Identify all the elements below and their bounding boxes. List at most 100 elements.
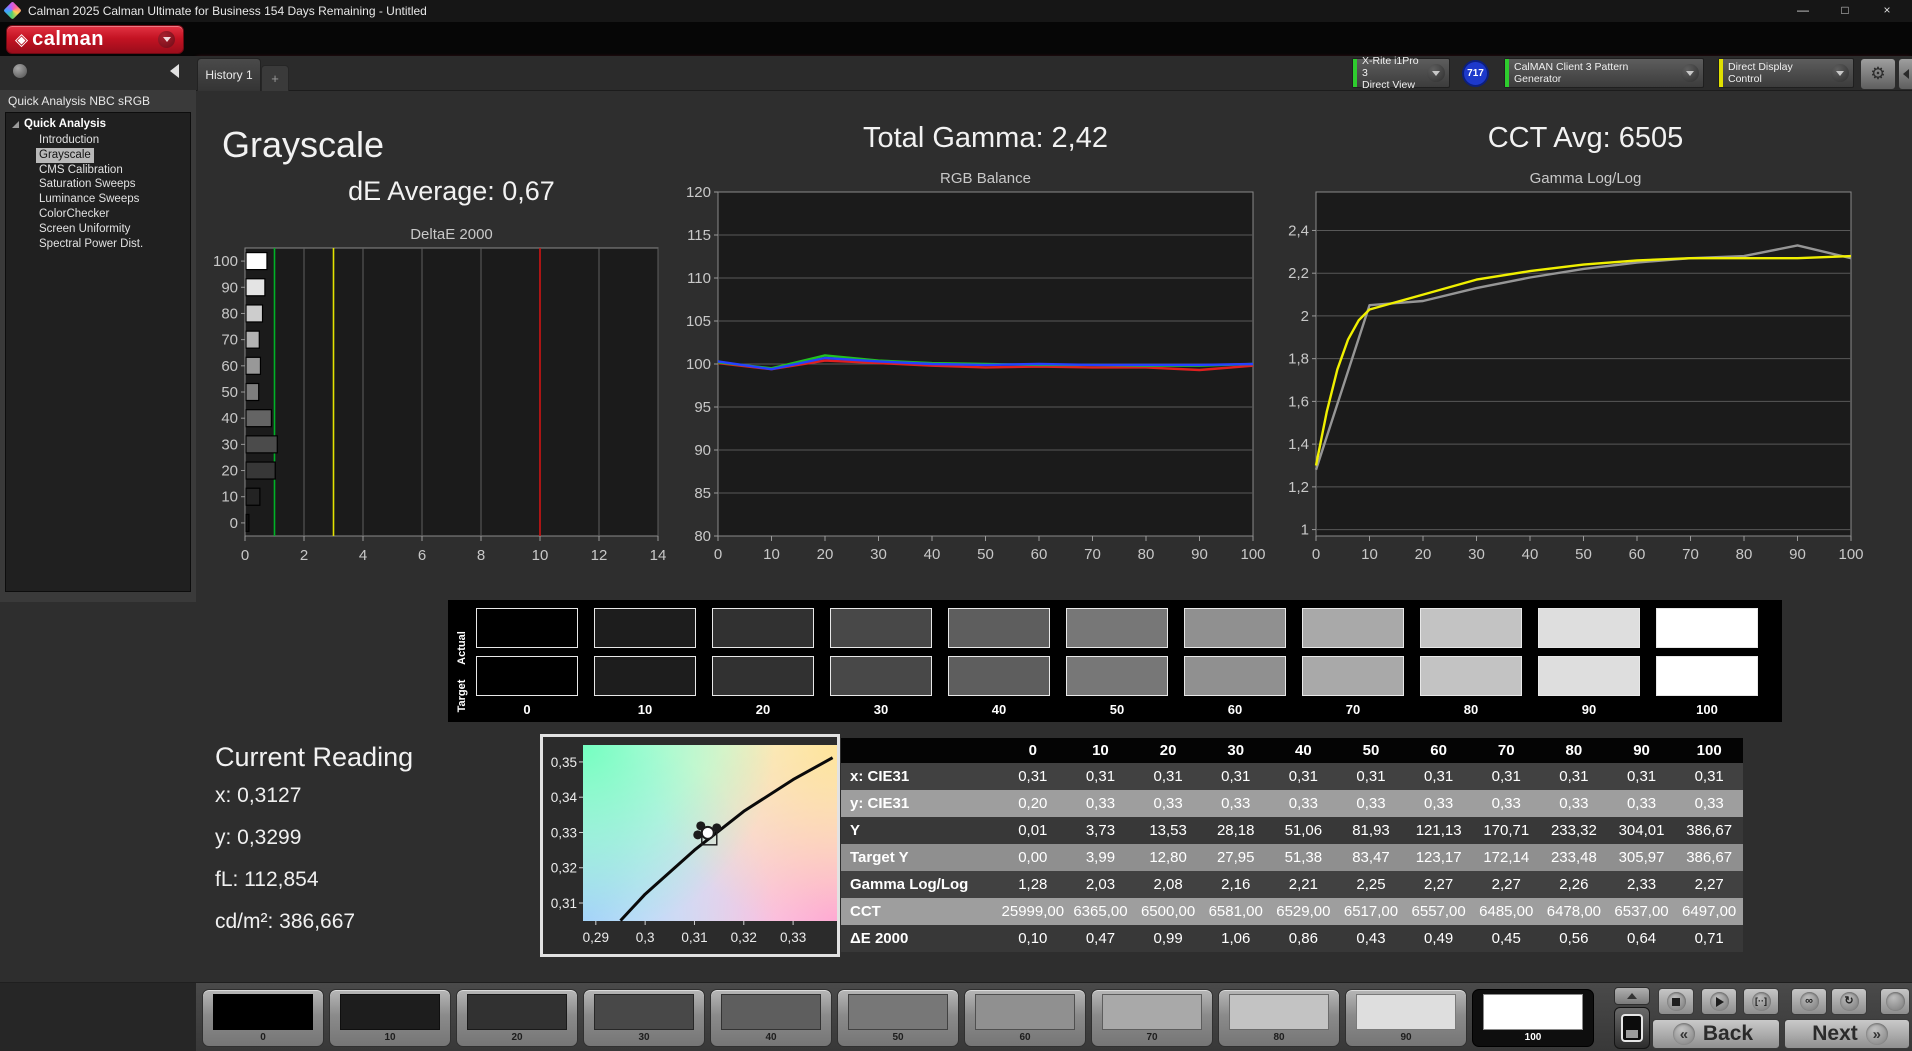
sidebar-item-luminance-sweeps[interactable]: Luminance Sweeps: [39, 193, 140, 206]
extra-button[interactable]: [1880, 988, 1910, 1015]
sidebar-item-spectral-power-dist[interactable]: Spectral Power Dist.: [39, 237, 144, 250]
svg-text:115: 115: [687, 227, 711, 244]
continuous-measure-button[interactable]: ∞: [1791, 988, 1827, 1015]
svg-text:30: 30: [1468, 546, 1485, 563]
tab-history-1[interactable]: History 1: [197, 58, 261, 91]
panel-collapse-button[interactable]: [1898, 58, 1912, 90]
calman-menu-button[interactable]: ◈ calman: [6, 25, 184, 54]
meter-dropdown-icon[interactable]: [1427, 64, 1445, 82]
patch-button-50[interactable]: 50: [837, 989, 959, 1047]
svg-text:1: 1: [1301, 522, 1309, 539]
measure-series-button[interactable]: [··]: [1743, 988, 1779, 1015]
patch-scroll-up-button[interactable]: [1614, 987, 1650, 1005]
pattern-generator-tile[interactable]: CalMAN Client 3 Pattern Generator: [1504, 58, 1704, 88]
table-value-cell: 2,33: [1626, 876, 1657, 893]
table-column-header: 0: [1028, 742, 1037, 759]
table-value-cell: 0,33: [1424, 795, 1454, 812]
table-value-cell: 6537,00: [1614, 903, 1669, 920]
settings-gear-button[interactable]: ⚙: [1860, 58, 1896, 90]
sidebar-pin-icon[interactable]: [12, 63, 28, 79]
table-value-cell: 12,80: [1149, 849, 1187, 866]
patch-button-100[interactable]: 100: [1472, 989, 1594, 1047]
minimize-button[interactable]: —: [1797, 3, 1809, 17]
svg-text:8: 8: [477, 547, 485, 564]
svg-text:0,34: 0,34: [551, 790, 578, 805]
table-header-row: 0 10 20 30 40 50 60 70 80 90 100: [841, 738, 1743, 763]
table-value-cell: 0,31: [1694, 768, 1724, 785]
sidebar-item-saturation-sweeps[interactable]: Saturation Sweeps: [39, 178, 136, 191]
stop-button[interactable]: [1658, 988, 1694, 1015]
play-glyph: [1716, 996, 1724, 1007]
sidebar-item-colorchecker[interactable]: ColorChecker: [39, 207, 110, 220]
pattern-dropdown-icon[interactable]: [1681, 64, 1699, 82]
logo-menu-chevron-icon[interactable]: [158, 31, 175, 48]
patch-button-90[interactable]: 90: [1345, 989, 1467, 1047]
table-value-cell: 0,45: [1491, 930, 1521, 947]
patch-button-0[interactable]: 0: [202, 989, 324, 1047]
table-value-cell: 27,95: [1216, 849, 1255, 866]
table-value-cell: 0,31: [1221, 768, 1251, 785]
target-swatch-10: [594, 656, 696, 696]
tree-expander-icon[interactable]: [12, 120, 19, 128]
meter-tile[interactable]: X-Rite i1Pro 3 Direct View: [1352, 55, 1450, 91]
table-value-cell: 0,00: [1018, 849, 1048, 866]
sidebar-root-node[interactable]: Quick Analysis: [12, 118, 190, 130]
table-value-cell: 0,99: [1153, 930, 1183, 947]
sidebar-item-screen-uniformity[interactable]: Screen Uniformity: [39, 222, 131, 235]
table-value-cell: 170,71: [1483, 822, 1530, 839]
patch-swatch-30: [594, 994, 694, 1030]
svg-text:10: 10: [763, 546, 780, 563]
table-value-cell: 233,48: [1550, 849, 1597, 866]
sidebar-item-cms-calibration[interactable]: CMS Calibration: [39, 163, 123, 176]
table-value-cell: 0,31: [1559, 768, 1589, 785]
table-column-header: 10: [1092, 742, 1109, 759]
patch-level-label: 80: [1273, 1032, 1285, 1043]
deltae-chart-title: DeltaE 2000: [410, 226, 493, 243]
play-button[interactable]: [1701, 988, 1737, 1015]
table-value-cell: 0,33: [1491, 795, 1521, 812]
patch-swatch-100: [1483, 994, 1583, 1030]
add-tab-button[interactable]: +: [261, 65, 289, 91]
table-value-cell: 6529,00: [1276, 903, 1331, 920]
table-row-label: ΔE 2000: [850, 930, 909, 947]
svg-text:0: 0: [241, 547, 249, 564]
table-value-cell: 51,38: [1284, 849, 1323, 866]
patch-button-60[interactable]: 60: [964, 989, 1086, 1047]
meter-count-badge[interactable]: 717: [1462, 60, 1489, 87]
next-button[interactable]: Next »: [1784, 1019, 1910, 1049]
table-value-cell: 0,43: [1356, 930, 1386, 947]
table-value-cell: 6365,00: [1073, 903, 1128, 920]
svg-text:2,2: 2,2: [1288, 265, 1309, 282]
window-title: Calman 2025 Calman Ultimate for Business…: [28, 4, 427, 18]
refresh-button[interactable]: ↻: [1831, 988, 1867, 1015]
sidebar-item-introduction[interactable]: Introduction: [39, 134, 100, 146]
sidebar-item-grayscale[interactable]: Grayscale: [36, 147, 94, 163]
pattern-window-button[interactable]: [1614, 1007, 1650, 1049]
actual-swatch-0: [476, 608, 578, 648]
patch-button-30[interactable]: 30: [583, 989, 705, 1047]
table-value-cell: 0,33: [1288, 795, 1318, 812]
table-value-cell: 0,31: [1085, 768, 1116, 785]
patch-button-10[interactable]: 10: [329, 989, 451, 1047]
svg-text:30: 30: [221, 436, 238, 453]
table-column-header: 60: [1430, 742, 1447, 759]
patch-button-20[interactable]: 20: [456, 989, 578, 1047]
table-value-cell: 0,31: [1018, 768, 1048, 785]
swatch-level-label: 80: [1463, 702, 1479, 717]
display-dropdown-icon[interactable]: [1831, 64, 1849, 82]
patch-button-40[interactable]: 40: [710, 989, 832, 1047]
next-arrows-icon: »: [1865, 1023, 1888, 1045]
sidebar-collapse-icon[interactable]: [170, 64, 179, 78]
svg-text:0,31: 0,31: [551, 896, 577, 911]
patch-swatch-80: [1229, 994, 1329, 1030]
svg-text:0,33: 0,33: [780, 930, 806, 945]
display-control-tile[interactable]: Direct Display Control: [1718, 58, 1854, 88]
svg-text:0: 0: [230, 515, 238, 532]
patch-level-label: 60: [1019, 1032, 1031, 1043]
patch-button-80[interactable]: 80: [1218, 989, 1340, 1047]
maximize-button[interactable]: □: [1841, 3, 1849, 17]
patch-button-70[interactable]: 70: [1091, 989, 1213, 1047]
svg-text:0: 0: [714, 546, 722, 563]
close-button[interactable]: ×: [1883, 3, 1891, 17]
back-button[interactable]: « Back: [1652, 1019, 1780, 1049]
